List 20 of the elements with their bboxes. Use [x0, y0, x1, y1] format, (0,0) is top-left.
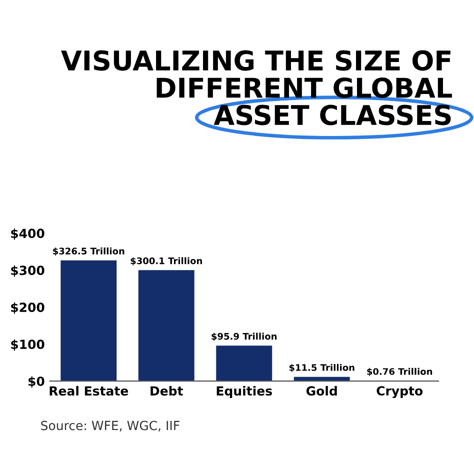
data-label: $326.5 Trillion [53, 247, 124, 256]
bar [138, 270, 194, 382]
x-tick-label: Debt [150, 386, 183, 396]
x-tick-label: Crypto [376, 386, 423, 398]
data-label: $95.9 Trillion [212, 332, 277, 341]
y-tick-label: $0 [28, 376, 44, 388]
y-tick-label: $400 [11, 228, 44, 240]
bar [60, 260, 117, 382]
bar [216, 346, 272, 382]
data-label: $11.5 Trillion [289, 364, 354, 372]
data-label: $300.1 Trillion [130, 257, 202, 266]
y-tick-label: $300 [11, 265, 44, 277]
x-tick-label: Equities [216, 386, 272, 398]
x-tick-label: Gold [306, 386, 337, 396]
y-tick-label: $200 [11, 302, 44, 314]
x-tick-label: Real Estate [50, 386, 128, 396]
data-label: $0.76 Trillion [367, 368, 432, 376]
y-tick-label: $100 [11, 339, 44, 351]
source-note: Source: WFE, WGC, IIF [41, 420, 180, 432]
chart-title: VISUALIZING THE SIZE OF DIFFERENT GLOBAL ASSET CLASSES [61, 50, 452, 126]
